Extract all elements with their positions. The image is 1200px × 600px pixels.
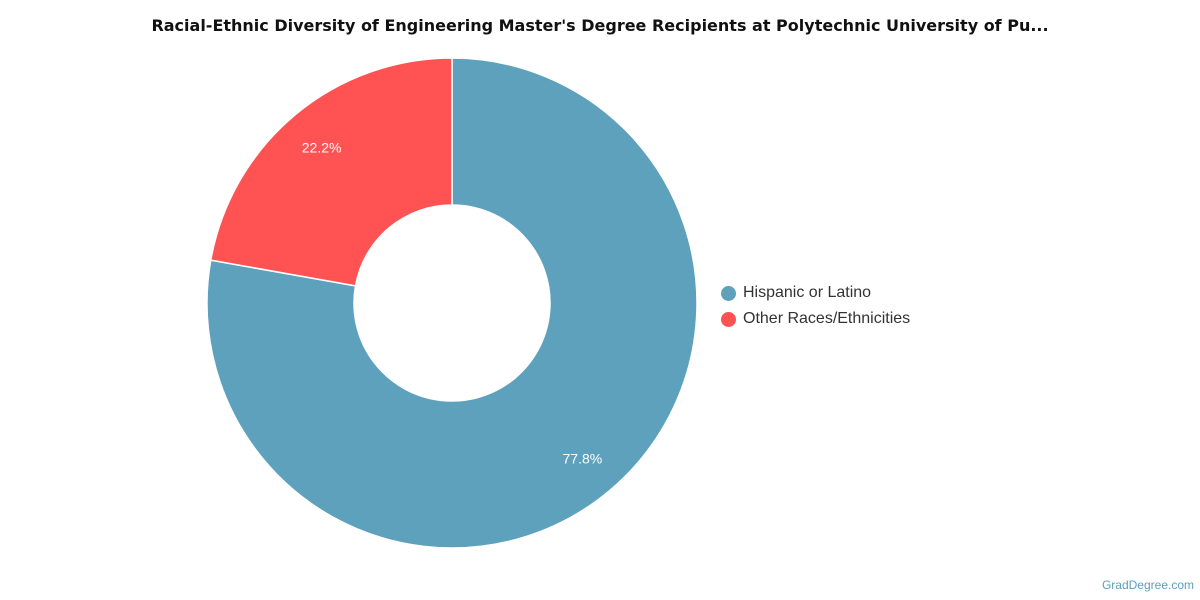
- legend: Hispanic or Latino Other Races/Ethniciti…: [721, 280, 910, 332]
- slice-label-0: 77.8%: [563, 451, 603, 467]
- donut-slice-0[interactable]: [206, 57, 698, 549]
- legend-label-hispanic-or-latino: Hispanic or Latino: [743, 284, 872, 301]
- donut-slice-1[interactable]: [209, 57, 453, 287]
- legend-swatch-hispanic-or-latino: [721, 285, 736, 301]
- legend-item-other-races[interactable]: Other Races/Ethnicities: [721, 306, 910, 332]
- legend-label-other-races: Other Races/Ethnicities: [743, 310, 911, 327]
- legend-item-hispanic-or-latino[interactable]: Hispanic or Latino: [721, 280, 910, 306]
- slice-label-1: 22.2%: [302, 139, 342, 155]
- chart-title: Racial-Ethnic Diversity of Engineering M…: [151, 16, 1049, 35]
- legend-swatch-other-races: [721, 311, 736, 327]
- watermark-link[interactable]: GradDegree.com: [1101, 578, 1194, 592]
